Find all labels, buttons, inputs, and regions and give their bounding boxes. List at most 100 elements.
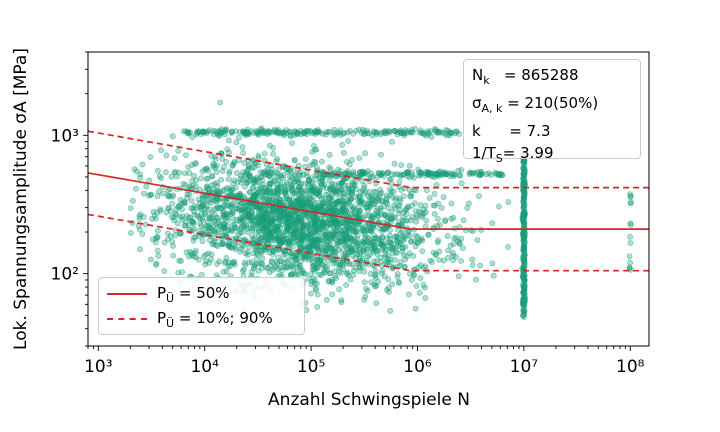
scatter-point xyxy=(343,238,350,245)
scatter-point xyxy=(361,184,368,191)
scatter-point xyxy=(169,238,176,245)
scatter-point xyxy=(190,219,197,226)
scatter-point xyxy=(367,270,374,277)
scatter-point xyxy=(520,258,527,264)
scatter-point xyxy=(199,238,206,245)
scatter-point xyxy=(432,128,439,135)
scatter-point xyxy=(433,181,440,188)
scatter-point xyxy=(203,223,209,229)
scatter-point xyxy=(419,212,426,219)
scatter-point xyxy=(141,190,147,197)
scatter-point xyxy=(328,201,335,208)
scatter-point xyxy=(310,143,317,149)
scatter-point xyxy=(310,275,317,282)
scatter-point xyxy=(365,253,372,260)
scatter-point xyxy=(222,259,228,266)
scatter-point xyxy=(417,275,424,281)
scatter-point xyxy=(413,283,420,289)
scatter-point xyxy=(242,250,249,257)
scatter-point xyxy=(196,215,203,222)
legend-label-main: P xyxy=(157,283,167,302)
scatter-point xyxy=(338,207,345,214)
scatter-point xyxy=(228,130,235,136)
scatter-point xyxy=(317,219,324,226)
scatter-point xyxy=(139,231,146,237)
scatter-point xyxy=(367,226,374,233)
scatter-point xyxy=(521,170,528,176)
scatter-point xyxy=(406,232,413,239)
scatter-point xyxy=(289,140,295,146)
scatter-point xyxy=(455,273,462,280)
scatter-point xyxy=(179,213,186,219)
scatter-point xyxy=(282,251,289,257)
scatter-point xyxy=(243,206,250,213)
parameter-key: k xyxy=(472,122,481,140)
scatter-point xyxy=(180,128,187,135)
scatter-point xyxy=(240,224,247,230)
scatter-point xyxy=(229,259,236,266)
scatter-point xyxy=(371,235,378,242)
scatter-point xyxy=(336,194,343,201)
scatter-point xyxy=(304,127,310,134)
scatter-point xyxy=(296,262,303,269)
scatter-point xyxy=(385,276,392,282)
scatter-point xyxy=(473,276,479,283)
scatter-point xyxy=(217,99,224,106)
scatter-point xyxy=(253,256,260,262)
scatter-point xyxy=(521,287,528,294)
scatter-point xyxy=(289,223,296,229)
scatter-point xyxy=(325,278,332,285)
scatter-point xyxy=(220,186,227,193)
scatter-point xyxy=(190,253,197,260)
scatter-point xyxy=(441,170,448,176)
scatter-point xyxy=(212,242,219,248)
scatter-point xyxy=(198,210,205,217)
scatter-point xyxy=(329,228,336,235)
scatter-point xyxy=(338,299,345,305)
scatter-point xyxy=(450,252,456,259)
scatter-point xyxy=(354,251,361,258)
scatter-point xyxy=(154,193,161,199)
x-tick-label: 10⁴ xyxy=(190,357,219,377)
scatter-point xyxy=(288,208,295,215)
scatter-point xyxy=(316,192,322,199)
y-axis-label: Lok. Spannungsamplitude σA [MPa] xyxy=(11,48,31,350)
scatter-point xyxy=(627,193,634,200)
scatter-point xyxy=(245,212,252,218)
scatter-point xyxy=(521,311,528,317)
scatter-point xyxy=(299,204,306,211)
scatter-point xyxy=(163,152,170,159)
scatter-point xyxy=(302,156,309,163)
scatter-point xyxy=(226,244,233,251)
scatter-point xyxy=(399,245,406,252)
scatter-point xyxy=(363,285,369,292)
scatter-point xyxy=(238,245,245,252)
scatter-point xyxy=(219,156,226,162)
scatter-point xyxy=(298,188,305,194)
scatter-point xyxy=(273,223,279,229)
scatter-point xyxy=(297,217,304,224)
scatter-point xyxy=(270,188,276,195)
scatter-point xyxy=(421,284,428,291)
scatter-point xyxy=(369,215,375,222)
scatter-point xyxy=(170,252,177,259)
parameter-value: = 210(50%) xyxy=(502,94,599,112)
scatter-point xyxy=(374,251,381,257)
scatter-point xyxy=(394,274,401,280)
scatter-point xyxy=(158,147,164,154)
scatter-point xyxy=(232,225,239,232)
scatter-point xyxy=(136,226,143,233)
scatter-point xyxy=(398,187,404,193)
scatter-point xyxy=(418,235,425,242)
scatter-point xyxy=(335,247,342,254)
scatter-point xyxy=(292,229,299,236)
scatter-point xyxy=(219,225,226,232)
scatter-point xyxy=(396,179,403,185)
scatter-point xyxy=(298,193,304,200)
scatter-point xyxy=(311,223,318,230)
x-axis-ticks: 10³ 10⁴ 10⁵ 10⁶ 10⁷ 10⁸ xyxy=(84,346,645,377)
scatter-point xyxy=(247,225,254,232)
scatter-point xyxy=(458,180,465,187)
scatter-point xyxy=(154,247,161,254)
scatter-point xyxy=(392,244,399,251)
